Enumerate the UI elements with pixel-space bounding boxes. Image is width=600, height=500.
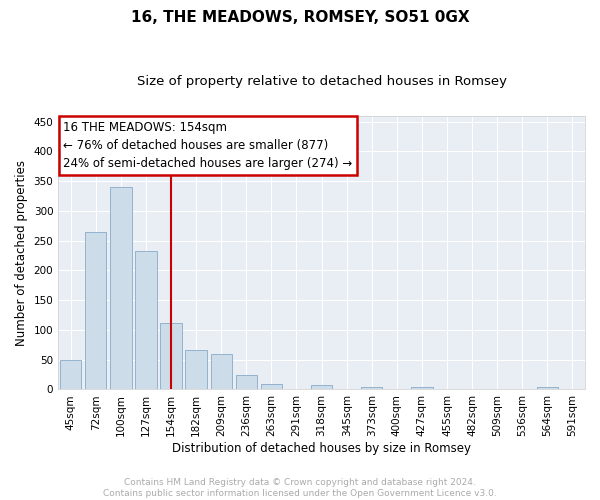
Text: 16 THE MEADOWS: 154sqm
← 76% of detached houses are smaller (877)
24% of semi-de: 16 THE MEADOWS: 154sqm ← 76% of detached…	[64, 121, 353, 170]
Bar	[537, 387, 558, 390]
Text: Contains HM Land Registry data © Crown copyright and database right 2024.
Contai: Contains HM Land Registry data © Crown c…	[103, 478, 497, 498]
Bar	[185, 350, 207, 390]
Bar	[236, 375, 257, 390]
Bar	[361, 387, 382, 390]
Bar	[311, 384, 332, 390]
Bar	[136, 252, 157, 390]
Bar	[160, 323, 182, 390]
Bar	[261, 384, 282, 390]
Title: Size of property relative to detached houses in Romsey: Size of property relative to detached ho…	[137, 75, 506, 88]
Bar	[211, 354, 232, 390]
Bar	[85, 232, 106, 390]
Y-axis label: Number of detached properties: Number of detached properties	[15, 160, 28, 346]
X-axis label: Distribution of detached houses by size in Romsey: Distribution of detached houses by size …	[172, 442, 471, 455]
Bar	[60, 360, 82, 390]
Bar	[110, 187, 131, 390]
Bar	[411, 387, 433, 390]
Text: 16, THE MEADOWS, ROMSEY, SO51 0GX: 16, THE MEADOWS, ROMSEY, SO51 0GX	[131, 10, 469, 25]
